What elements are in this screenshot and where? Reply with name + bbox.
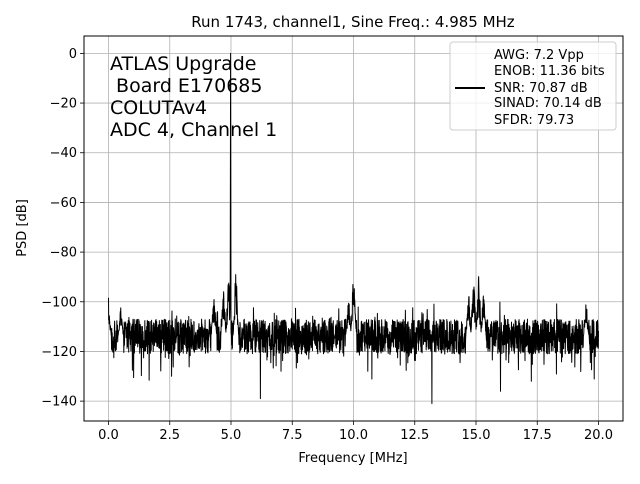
x-tick-label: 20.0 <box>584 428 613 443</box>
x-axis-label: Frequency [MHz] <box>298 451 407 466</box>
x-tick-label: 7.5 <box>282 428 303 443</box>
annotation-line-1: ATLAS Upgrade <box>110 53 256 75</box>
legend-line-5: SFDR: 79.73 <box>494 113 574 128</box>
legend-line-4: SINAD: 70.14 dB <box>494 96 602 111</box>
x-tick-label: 5.0 <box>221 428 242 443</box>
y-axis-label: PSD [dB] <box>15 199 30 257</box>
board-annotation: ATLAS Upgrade Board E170685 COLUTAv4 ADC… <box>110 53 277 141</box>
x-tick-label: 0.0 <box>98 428 119 443</box>
psd-trace <box>108 52 599 405</box>
legend-line-1: AWG: 7.2 Vpp <box>494 48 584 63</box>
y-tick-label: −140 <box>41 395 77 410</box>
y-tick-label: −60 <box>50 196 77 211</box>
trace-layer <box>108 52 599 405</box>
x-tick-label: 10.0 <box>339 428 368 443</box>
annotation-line-2: Board E170685 <box>110 75 262 97</box>
legend-line-2: ENOB: 11.36 bits <box>494 64 605 79</box>
y-tick-label: −120 <box>41 345 77 360</box>
annotation-line-3: COLUTAv4 <box>110 97 207 119</box>
legend-box <box>449 41 617 131</box>
grid-layer <box>84 36 623 421</box>
y-tick-label: −100 <box>41 295 77 310</box>
x-tick-label: 17.5 <box>523 428 552 443</box>
legend: AWG: 7.2 Vpp ENOB: 11.36 bits SNR: 70.87… <box>449 41 617 131</box>
y-tick-layer: 0 −20 −40 −60 −80 −100 −120 −140 <box>41 47 84 410</box>
legend-line-3: SNR: 70.87 dB <box>494 81 588 96</box>
chart-title: Run 1743, channel1, Sine Freq.: 4.985 MH… <box>191 13 515 31</box>
y-tick-label: −20 <box>50 97 77 112</box>
y-tick-label: −40 <box>50 146 77 161</box>
x-tick-label: 15.0 <box>462 428 491 443</box>
x-tick-layer: 0.0 2.5 5.0 7.5 10.0 12.5 15.0 17.5 20.0 <box>98 421 613 443</box>
x-tick-label: 2.5 <box>159 428 180 443</box>
annotation-line-4: ADC 4, Channel 1 <box>110 119 277 141</box>
y-tick-label: −80 <box>50 246 77 261</box>
y-tick-label: 0 <box>69 47 77 62</box>
x-tick-label: 12.5 <box>400 428 429 443</box>
